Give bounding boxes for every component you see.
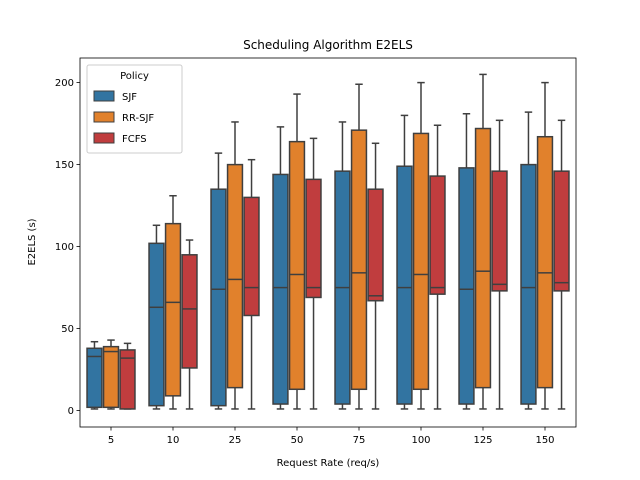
box-sjf-10 bbox=[148, 224, 165, 410]
x-tick-label: 75 bbox=[353, 435, 366, 446]
chart-title: Scheduling Algorithm E2ELS bbox=[243, 38, 413, 52]
x-tick-label: 50 bbox=[291, 435, 304, 446]
box-body bbox=[536, 135, 554, 389]
axes-frame bbox=[79, 57, 577, 428]
box-body bbox=[86, 347, 103, 409]
box-sjf-5 bbox=[86, 340, 103, 410]
box-sjf-50 bbox=[272, 126, 289, 410]
box-body bbox=[458, 167, 475, 405]
y-tick-label: 50 bbox=[61, 324, 74, 335]
box-sjf-150 bbox=[520, 111, 537, 410]
legend-swatch-fcfs bbox=[93, 132, 115, 144]
box-body bbox=[491, 170, 508, 292]
box-body bbox=[429, 175, 446, 295]
box-body bbox=[520, 163, 537, 405]
box-body bbox=[367, 188, 384, 302]
box-fcfs-75 bbox=[367, 142, 384, 410]
legend-title: Policy bbox=[120, 71, 149, 82]
box-body bbox=[305, 178, 322, 299]
box-rr-sjf-10 bbox=[164, 195, 182, 410]
box-rr-sjf-50 bbox=[288, 93, 306, 410]
y-tick-label: 100 bbox=[55, 242, 74, 253]
box-body bbox=[243, 196, 260, 317]
box-fcfs-150 bbox=[553, 119, 570, 410]
box-body bbox=[412, 132, 430, 391]
legend-swatch-sjf bbox=[93, 90, 115, 102]
y-tick-label: 0 bbox=[68, 406, 74, 417]
box-sjf-75 bbox=[334, 121, 351, 410]
box-body bbox=[181, 254, 198, 369]
box-body bbox=[272, 173, 289, 405]
box-fcfs-25 bbox=[243, 158, 260, 410]
legend-label-fcfs: FCFS bbox=[122, 134, 147, 145]
plot-area: 0 50 100 150 200 5 10 25 50 75 100 125 150 bbox=[55, 73, 570, 446]
box-body bbox=[396, 165, 413, 405]
box-rr-sjf-100 bbox=[412, 81, 430, 410]
box-body bbox=[474, 127, 492, 389]
y-tick-label: 150 bbox=[55, 160, 74, 171]
legend: Policy SJF RR-SJF FCFS bbox=[86, 64, 183, 154]
box-body bbox=[119, 349, 136, 410]
box-fcfs-125 bbox=[491, 119, 508, 410]
legend-label-sjf: SJF bbox=[122, 92, 137, 103]
box-fcfs-10 bbox=[181, 239, 198, 410]
legend-frame bbox=[86, 64, 183, 154]
box-fcfs-100 bbox=[429, 124, 446, 410]
box-sjf-100 bbox=[396, 114, 413, 410]
box-rr-sjf-150 bbox=[536, 81, 554, 410]
x-tick-label: 25 bbox=[229, 435, 242, 446]
y-axis-label: E2ELS (s) bbox=[27, 218, 38, 265]
box-body bbox=[148, 242, 165, 407]
legend-swatch-rr-sjf bbox=[93, 111, 115, 123]
box-fcfs-50 bbox=[305, 137, 322, 410]
box-body bbox=[164, 222, 182, 397]
box-body bbox=[226, 163, 244, 389]
box-rr-sjf-125 bbox=[474, 73, 492, 410]
box-rr-sjf-25 bbox=[226, 121, 244, 410]
box-body bbox=[102, 345, 120, 409]
box-sjf-125 bbox=[458, 113, 475, 410]
box-body bbox=[210, 188, 227, 407]
x-tick-label: 5 bbox=[108, 435, 114, 446]
x-tick-label: 150 bbox=[535, 435, 554, 446]
box-rr-sjf-5 bbox=[102, 339, 120, 410]
box-body bbox=[350, 129, 368, 391]
y-tick-label: 200 bbox=[55, 78, 74, 89]
x-tick-label: 125 bbox=[473, 435, 492, 446]
x-axis-label: Request Rate (req/s) bbox=[277, 458, 380, 469]
box-body bbox=[288, 140, 306, 391]
box-fcfs-5 bbox=[119, 342, 136, 410]
legend-label-rr-sjf: RR-SJF bbox=[122, 113, 154, 124]
box-body bbox=[553, 170, 570, 292]
box-rr-sjf-75 bbox=[350, 83, 368, 410]
x-tick-label: 10 bbox=[167, 435, 180, 446]
x-tick-label: 100 bbox=[411, 435, 430, 446]
box-sjf-25 bbox=[210, 152, 227, 410]
